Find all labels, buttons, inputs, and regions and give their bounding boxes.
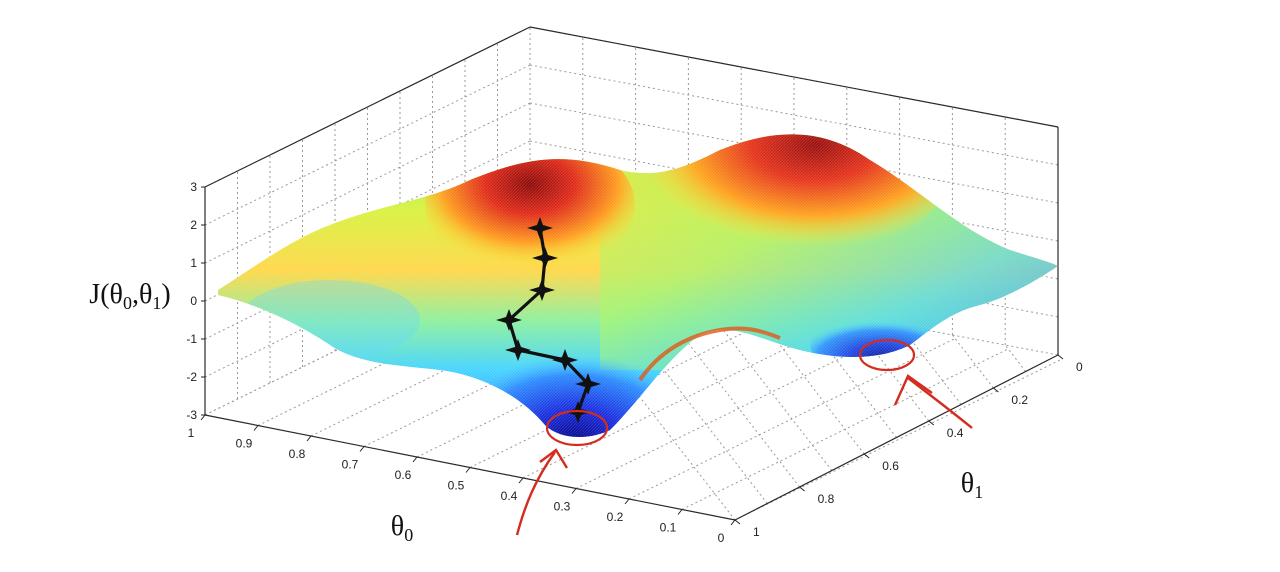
annotations xyxy=(515,338,973,536)
box-edge xyxy=(204,26,531,188)
axis-labels: 3 2 1 0 -1 -2 -3 1 0.9 0.8 0.7 0.6 0.5 0.4 0.3 0.2 0.1 0 0… xyxy=(89,180,1083,545)
descent-step-marker xyxy=(532,247,558,269)
minimum-circle-right xyxy=(858,338,916,372)
theta1-tick xyxy=(928,420,935,426)
theta1-tick-label: 0.4 xyxy=(947,426,964,440)
grid-line xyxy=(529,254,736,521)
theta0-tick xyxy=(677,509,683,515)
grid-line xyxy=(734,359,1061,521)
theta0-tick-label: 0.8 xyxy=(289,447,306,461)
theta0-tick xyxy=(518,477,524,484)
theta0-tick xyxy=(412,456,418,463)
theta0-tick-label: 0.3 xyxy=(554,500,571,514)
minimum-circle-left xyxy=(545,409,609,447)
theta0-tick-label: 0.6 xyxy=(395,468,412,482)
grid-line xyxy=(681,349,1008,510)
grid-line xyxy=(1004,344,1027,372)
theta0-tick-label: 1 xyxy=(188,426,195,440)
arrow-right xyxy=(907,377,973,429)
theta0-tick xyxy=(465,467,471,473)
theta0-tick xyxy=(571,488,577,494)
grid-line xyxy=(740,294,865,455)
z-tick-label: 3 xyxy=(190,180,197,194)
grid-line xyxy=(899,324,962,405)
descent-step-marker xyxy=(552,349,578,371)
theta1-tick xyxy=(734,519,741,525)
theta0-tick-label: 0 xyxy=(718,531,725,545)
theta0-tick-label: 0.2 xyxy=(607,510,624,524)
descent-step-marker xyxy=(575,373,601,395)
theta0-tick xyxy=(624,498,630,505)
z-tick-label: 1 xyxy=(190,256,197,270)
grid-line xyxy=(628,338,955,500)
z-tick-label: 2 xyxy=(190,218,197,232)
y-axis-title: θ1 xyxy=(961,468,983,502)
theta1-tick-label: 1 xyxy=(753,525,760,539)
theta1-tick-label: 0.6 xyxy=(882,459,899,473)
theta0-tick xyxy=(306,435,312,442)
theta0-tick xyxy=(359,446,365,452)
descent-step-marker xyxy=(529,279,555,301)
axis-line-theta1 xyxy=(734,354,1059,521)
x-axis-title: θ0 xyxy=(391,511,413,545)
theta1-tick xyxy=(1057,354,1064,360)
arrow-left xyxy=(515,451,556,536)
theta0-tick-label: 0.1 xyxy=(660,521,677,535)
theta1-tick xyxy=(993,387,999,393)
descent-step-marker xyxy=(505,339,531,361)
theta0-tick xyxy=(730,519,736,526)
z-tick-label: -3 xyxy=(186,408,197,422)
z-tick-label: 0 xyxy=(190,294,197,308)
descent-step-marker xyxy=(496,309,522,331)
theta1-tick xyxy=(799,486,805,492)
theta1-tick xyxy=(863,453,870,459)
descent-step-marker xyxy=(527,217,553,239)
theta1-tick-label: 0 xyxy=(1076,360,1083,374)
z-tick-label: -1 xyxy=(186,332,197,346)
theta0-tick-label: 0.4 xyxy=(501,489,518,503)
theta0-tick-label: 0.9 xyxy=(236,437,253,451)
z-tick-label: -2 xyxy=(186,370,197,384)
theta0-tick-label: 0.7 xyxy=(342,458,359,472)
theta0-tick xyxy=(200,414,206,421)
box-edge xyxy=(529,26,1059,128)
grid-line xyxy=(952,334,994,389)
z-axis-title: J(θ0,θ1) xyxy=(89,279,170,313)
theta1-tick-label: 0.2 xyxy=(1011,393,1028,407)
theta0-tick xyxy=(253,425,259,431)
theta1-tick-label: 0.8 xyxy=(818,492,835,506)
theta0-tick-label: 0.5 xyxy=(448,479,465,493)
